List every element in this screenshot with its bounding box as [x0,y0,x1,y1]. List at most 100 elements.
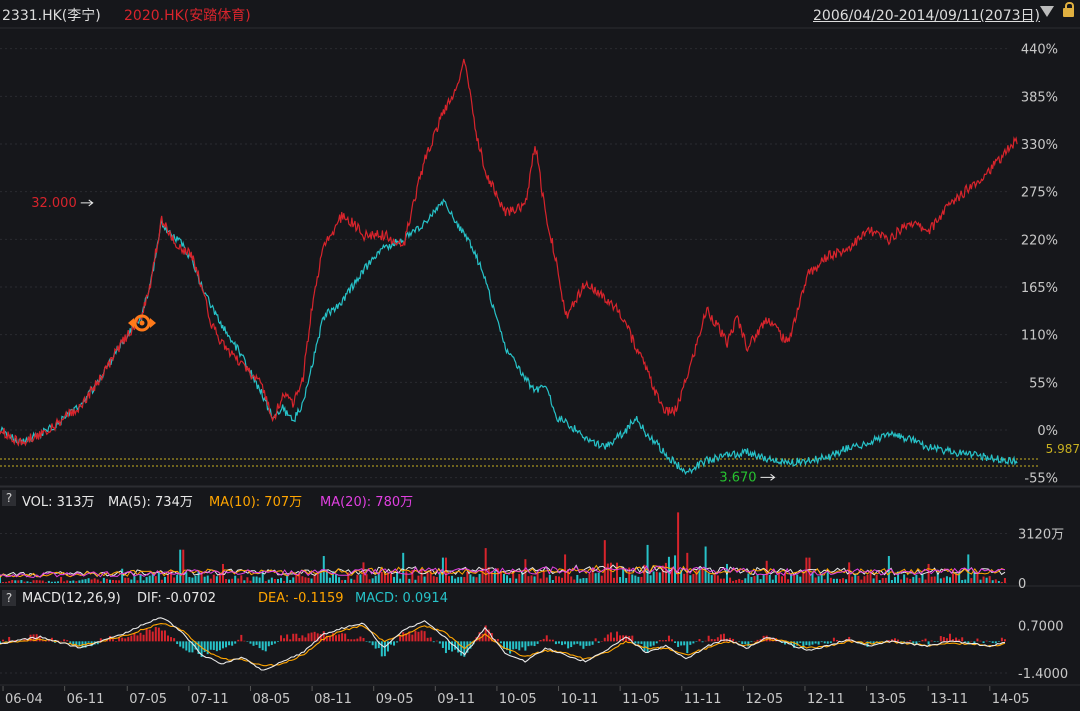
volume-bar [206,575,209,583]
volume-bar [356,574,359,583]
macd-bar [710,638,713,642]
x-tick-label: 07-05 [129,692,167,707]
price-tick-label: -55% [1024,472,1058,487]
volume-bar [735,579,738,583]
volume-bar [564,554,567,583]
volume-bar [793,574,796,583]
macd-bar [533,641,536,647]
macd-bar [646,641,649,653]
macd-bar [594,638,597,642]
volume-bar [75,581,78,583]
macd-bar [649,641,652,647]
volume-bar [264,581,267,583]
volume-bar [148,575,151,583]
volume-bar [637,576,640,583]
volume-bar [228,579,231,583]
volume-bar [985,577,988,583]
volume-bar [472,576,475,583]
macd-bar [872,641,875,645]
volume-bar [41,580,44,583]
volume-bar [423,576,426,583]
date-range-selector[interactable]: 2006/04/20-2014/09/11(2073日) [813,8,1040,24]
volume-bar [939,578,942,583]
volume-help-button[interactable]: ? [2,490,16,506]
volume-bar [499,571,502,583]
volume-bar [509,578,512,583]
volume-bar [396,571,399,583]
compare-symbol[interactable]: 2020.HK(安踏体育) [124,8,251,24]
volume-bar [716,575,719,583]
volume-bar [286,574,289,583]
primary-symbol[interactable]: 2331.HK(李宁) [2,8,101,24]
macd-help-button[interactable]: ? [2,590,16,606]
macd-bar [683,641,686,646]
macd-bar [539,640,542,642]
macd-bar [261,641,264,651]
macd-bar [609,632,612,642]
macd-bar [942,636,945,642]
volume-bar [389,573,392,583]
volume-bar [353,579,356,583]
volume-bar [753,576,756,583]
volume-bar [130,579,133,583]
macd-bar [374,641,377,649]
macd-bar [160,630,163,642]
macd-bar [457,641,460,653]
volume-bar [729,577,732,583]
macd-bar [979,640,982,642]
volume-bar [255,576,258,583]
macd-bar [252,641,255,646]
vol-tick-label: 3120万 [1018,527,1064,542]
dif-value: DIF: -0.0702 [137,591,217,606]
macd-bar [444,641,447,654]
macd-bar [634,641,637,644]
volume-bar [973,571,976,583]
volume-bar [741,580,744,583]
volume-bar [393,576,396,583]
macd-bar [643,641,646,651]
macd-bar [133,633,136,642]
ma10-value: MA(10): 707万 [209,495,303,510]
volume-bar [872,578,875,583]
macd-bar [115,641,118,642]
volume-bar [719,578,722,583]
volume-bar [619,577,622,583]
volume-bar [829,577,832,583]
macd-bar [866,641,869,647]
volume-bar [124,577,127,583]
volume-bar [475,577,478,583]
lock-icon[interactable] [1063,2,1074,17]
macd-bar [820,641,823,643]
volume-bar [784,572,787,583]
macd-bar [997,641,1000,642]
volume-bar [634,575,637,583]
volume-bar [438,573,441,583]
volume-bar [411,569,414,583]
macd-bar [448,641,451,650]
volume-bar [280,577,283,583]
volume-bar [487,567,490,583]
macd-bar [588,641,591,646]
macd-bar [927,641,930,645]
macd-bar [952,639,955,642]
macd-bar [350,639,353,642]
volume-bar [521,572,524,583]
macd-bar [283,638,286,642]
volume-bar [924,579,927,583]
dropdown-arrow-icon[interactable] [1040,6,1054,17]
macd-bar [368,641,371,643]
volume-bar [191,577,194,583]
volume-bar [426,572,429,583]
volume-bar [29,582,32,583]
macd-bar [701,641,704,643]
macd-bar [561,641,564,646]
price-tick-label: 165% [1021,281,1058,296]
volume-bar [643,564,646,583]
macd-bar [805,641,808,646]
macd-bar [918,641,921,642]
macd-bar [890,639,893,642]
volume-bar [160,579,163,583]
macd-bar [503,641,506,650]
macd-bar [124,638,127,642]
